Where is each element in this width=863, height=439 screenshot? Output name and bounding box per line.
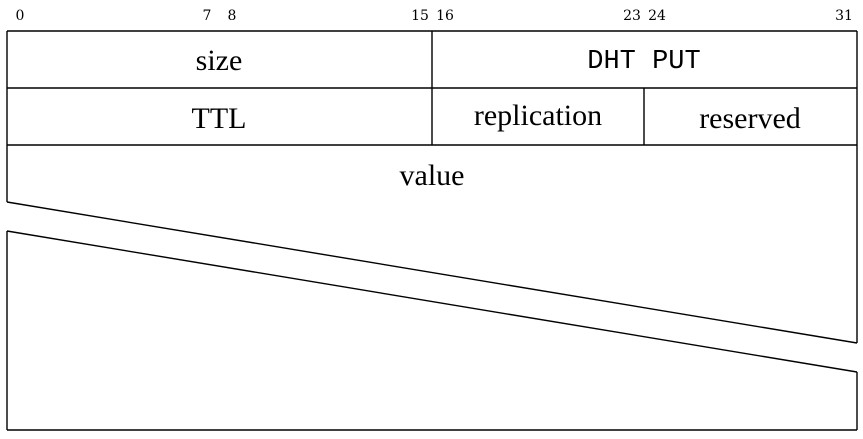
bit-label-0: 0 (16, 8, 25, 24)
field-size: size (196, 44, 243, 77)
field-reserved: reserved (699, 102, 801, 135)
field-value: value (400, 159, 465, 192)
bit-label-23: 23 (623, 8, 641, 24)
field-type-dht-put: DHT PUT (587, 47, 700, 77)
field-replication: replication (474, 99, 602, 132)
value-break-upper-edge (6, 201, 858, 344)
value-break-lower-edge (6, 230, 858, 373)
bit-label-31: 31 (835, 8, 853, 24)
bit-label-8: 8 (228, 8, 237, 24)
bit-label-16: 16 (436, 8, 454, 24)
bit-label-15: 15 (411, 8, 429, 24)
bit-label-24: 24 (648, 8, 666, 24)
field-ttl: TTL (192, 102, 247, 135)
bit-label-7: 7 (203, 8, 212, 24)
